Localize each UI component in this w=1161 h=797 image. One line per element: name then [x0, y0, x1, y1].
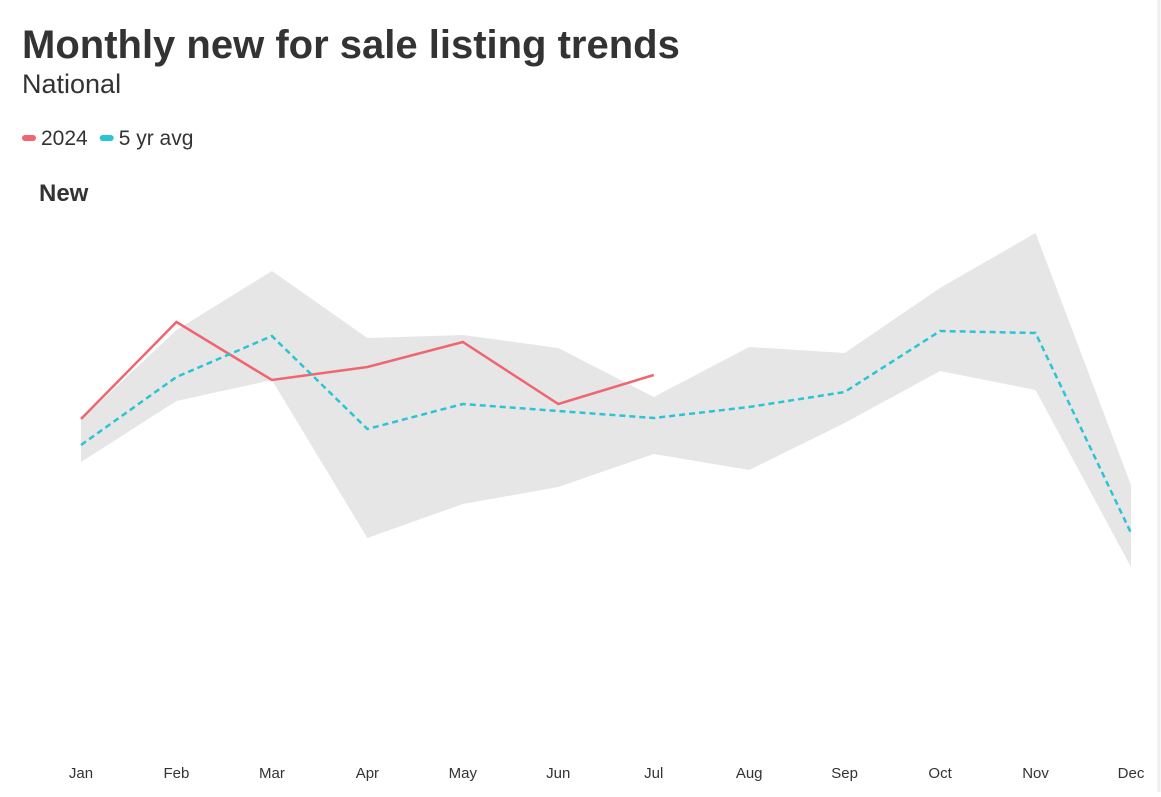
- x-tick-label: Jan: [69, 765, 93, 782]
- panel-title: New: [39, 180, 89, 207]
- legend-swatch: [99, 135, 114, 141]
- x-tick-label: Jun: [546, 765, 570, 782]
- x-tick-label: Oct: [928, 765, 952, 782]
- legend-label: 2024: [41, 127, 88, 150]
- chart-subtitle: National: [22, 69, 121, 99]
- legend-swatch: [22, 135, 36, 141]
- x-tick-label: Dec: [1118, 765, 1145, 782]
- chart-title: Monthly new for sale listing trends: [22, 23, 680, 67]
- x-tick-label: Nov: [1022, 765, 1049, 782]
- series-line: [80, 320, 655, 420]
- x-tick-label: Aug: [736, 765, 763, 782]
- x-tick-label: Apr: [356, 765, 379, 782]
- series-line: [80, 329, 1133, 534]
- x-tick-label: Mar: [259, 765, 285, 782]
- x-tick-label: Feb: [164, 765, 190, 782]
- x-tick-label: May: [449, 765, 478, 782]
- x-tick-label: Sep: [831, 765, 858, 782]
- x-tick-label: Jul: [644, 765, 663, 782]
- range-band: [81, 233, 1131, 567]
- legend-label: 5 yr avg: [119, 127, 194, 150]
